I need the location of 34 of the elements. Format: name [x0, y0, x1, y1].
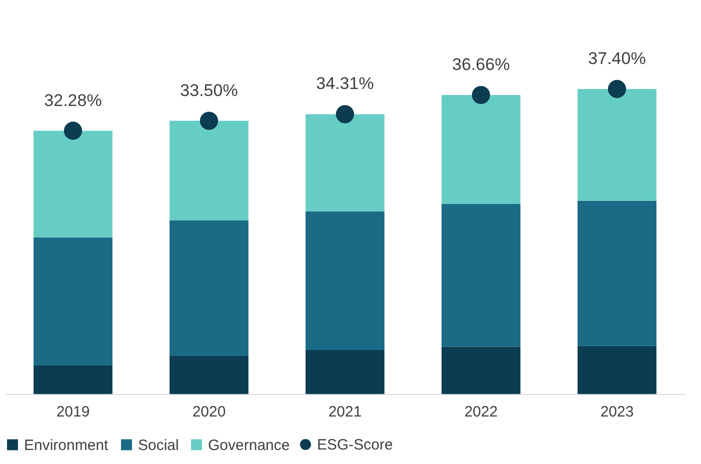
x-tick-label: 2022 — [464, 404, 498, 420]
data-label: 33.50% — [180, 80, 238, 100]
data-label: 37.40% — [588, 49, 646, 68]
bar — [170, 220, 248, 356]
bar — [306, 114, 384, 212]
point — [336, 105, 354, 124]
bar — [578, 200, 656, 346]
bar — [578, 89, 656, 201]
legend-label: Governance — [208, 436, 290, 454]
point — [608, 80, 626, 98]
data-label: 34.31% — [316, 74, 374, 94]
legend-label: ESG-Score — [317, 436, 393, 454]
bar — [442, 204, 520, 347]
data-label: 36.66% — [452, 55, 510, 74]
x-tick-label: 2020 — [192, 404, 226, 420]
bar — [442, 346, 520, 394]
bar — [170, 120, 248, 220]
point — [472, 86, 490, 104]
point — [200, 112, 218, 130]
legend-label: Environment — [24, 436, 110, 454]
x-tick-label: 2019 — [56, 404, 90, 420]
bar — [306, 350, 384, 394]
point — [64, 122, 82, 140]
bar — [34, 237, 112, 366]
bar — [34, 130, 112, 238]
legend-label: Social — [138, 436, 179, 454]
bar — [306, 211, 384, 350]
data-label: 32.28% — [44, 90, 102, 110]
x-tick-label: 2021 — [328, 404, 362, 420]
bar — [34, 365, 112, 394]
bar — [170, 356, 248, 394]
bar — [442, 95, 520, 204]
bar — [578, 346, 656, 394]
x-tick-label: 2023 — [600, 404, 634, 420]
